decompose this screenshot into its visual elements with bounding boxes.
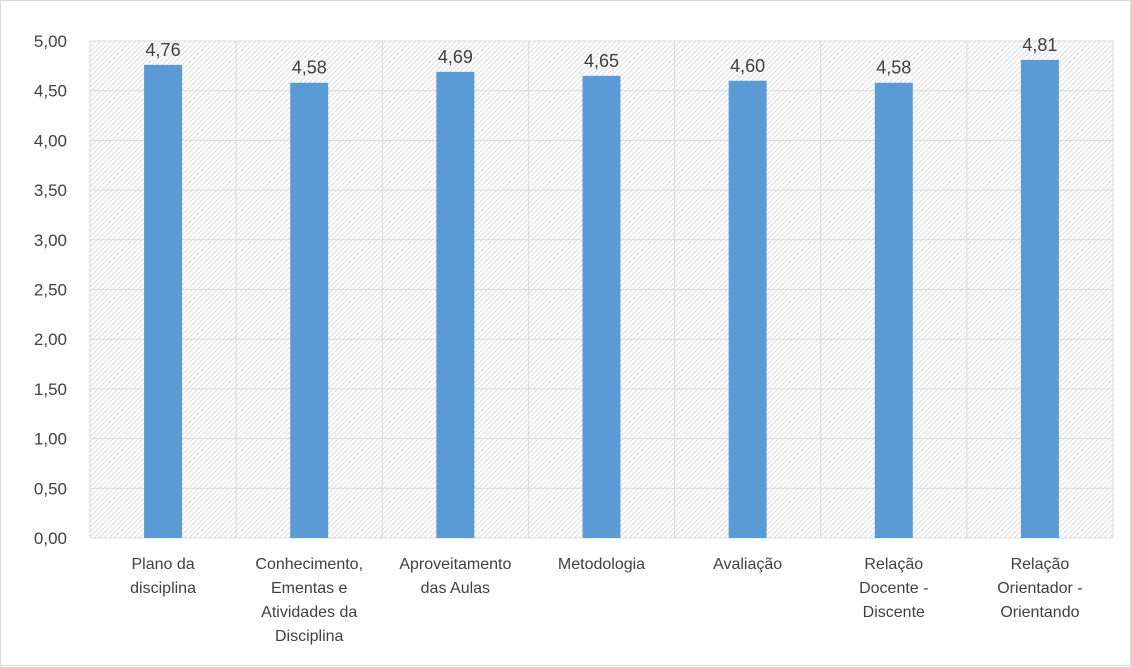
bar: [728, 80, 767, 538]
y-tick-label: 4,50: [34, 82, 67, 101]
bar: [874, 82, 913, 539]
y-tick-label: 1,00: [34, 430, 67, 449]
category-label: Relação Orientador -Orientando: [997, 556, 1082, 621]
data-label: 4,58: [292, 58, 327, 78]
bars: [144, 59, 1059, 539]
y-tick-label: 0,00: [34, 529, 67, 548]
bar: [1020, 59, 1059, 539]
category-label: Metodologia: [558, 556, 645, 573]
y-tick-label: 2,50: [34, 281, 67, 300]
data-label: 4,60: [730, 56, 765, 76]
y-tick-label: 0,50: [34, 479, 67, 498]
y-tick-label: 5,00: [34, 32, 67, 51]
category-label: Aproveitamento das Aulas: [399, 556, 511, 597]
data-label: 4,76: [146, 40, 181, 60]
category-label: Plano da disciplina: [130, 556, 196, 597]
bar: [290, 82, 329, 539]
y-tick-label: 1,50: [34, 380, 67, 399]
bar: [582, 75, 621, 538]
category-label: Relação Docente -Discente: [859, 556, 928, 621]
data-label: 4,69: [438, 47, 473, 67]
data-labels: 4,76 4,58 4,69 4,65 4,60 4,58 4,81: [146, 35, 1058, 78]
bar: [436, 71, 475, 539]
y-tick-label: 3,50: [34, 181, 67, 200]
bar: [144, 64, 183, 538]
y-tick-label: 4,00: [34, 131, 67, 150]
data-label: 4,81: [1022, 35, 1057, 55]
data-label: 4,58: [876, 58, 911, 78]
data-label: 4,65: [584, 51, 619, 71]
category-label: Avaliação: [713, 556, 782, 573]
y-tick-label: 2,00: [34, 330, 67, 349]
category-label: Conhecimento, Ementas e Atividades da Disci…: [255, 556, 363, 645]
y-tick-label: 3,00: [34, 231, 67, 250]
x-axis-categories: Plano da disciplina Conhecimento, Ementas e…: [130, 556, 1082, 645]
y-axis-ticks: 0,00 0,50 1,00 1,50 2,00 2,50 3,00 3,50 4,00 4,50…: [34, 32, 67, 548]
